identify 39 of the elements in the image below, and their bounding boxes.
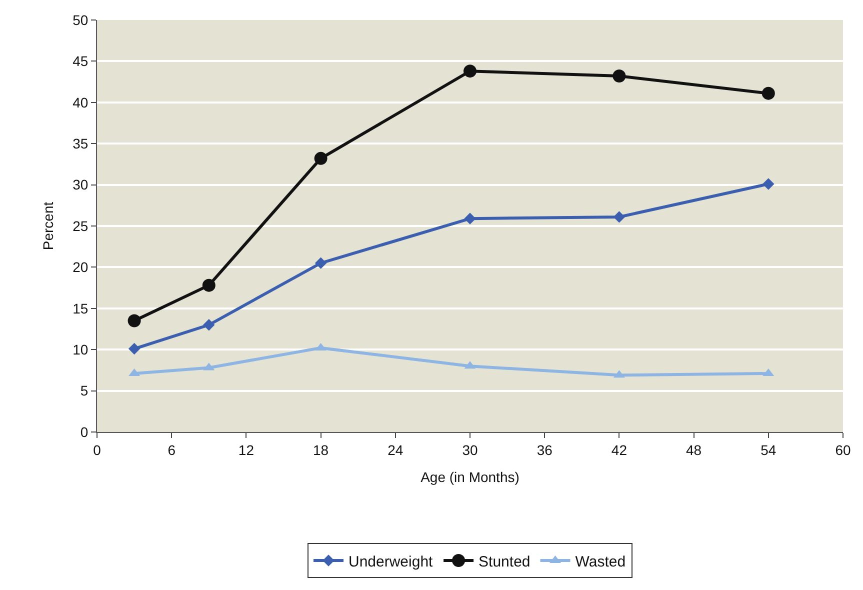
- x-axis-title: Age (in Months): [420, 469, 520, 486]
- y-tick-label: 15: [72, 300, 88, 316]
- x-tick-label: 60: [835, 442, 851, 458]
- x-tick-label: 18: [313, 442, 329, 458]
- point: [613, 211, 626, 223]
- point: [464, 64, 476, 78]
- y-tick-label: 25: [72, 218, 88, 234]
- x-tick-label: 42: [611, 442, 628, 458]
- y-tick-label: 5: [80, 382, 88, 399]
- legend-label: Stunted: [478, 553, 530, 570]
- y-tick-label: 0: [80, 424, 88, 440]
- x-tick-label: 12: [238, 442, 254, 458]
- y-axis-title: Percent: [40, 202, 56, 250]
- point: [314, 257, 327, 269]
- x-tick-label: 0: [93, 442, 102, 458]
- point: [314, 152, 328, 165]
- y-tick-label: 50: [72, 12, 88, 28]
- x-tick-label: 24: [388, 442, 404, 458]
- x-tick-label: 36: [536, 442, 553, 458]
- point: [762, 86, 775, 100]
- x-tick-label: 54: [760, 442, 776, 458]
- y-tick-label: 35: [72, 136, 88, 152]
- y-tick-label: 30: [72, 176, 88, 193]
- point: [202, 278, 216, 292]
- x-tick-label: 30: [462, 442, 478, 458]
- legend-label: Underweight: [348, 553, 434, 570]
- point: [612, 70, 626, 83]
- y-tick-label: 10: [72, 342, 88, 358]
- point: [128, 314, 141, 328]
- point: [203, 319, 215, 331]
- x-tick-label: 48: [686, 442, 702, 458]
- point: [762, 178, 774, 190]
- y-tick-label: 20: [72, 259, 88, 276]
- y-tick-label: 40: [72, 94, 88, 110]
- y-tick-label: 45: [72, 53, 88, 70]
- point: [464, 212, 476, 224]
- legend-label: Wasted: [575, 553, 626, 570]
- x-tick-label: 6: [168, 442, 176, 458]
- point: [128, 342, 140, 355]
